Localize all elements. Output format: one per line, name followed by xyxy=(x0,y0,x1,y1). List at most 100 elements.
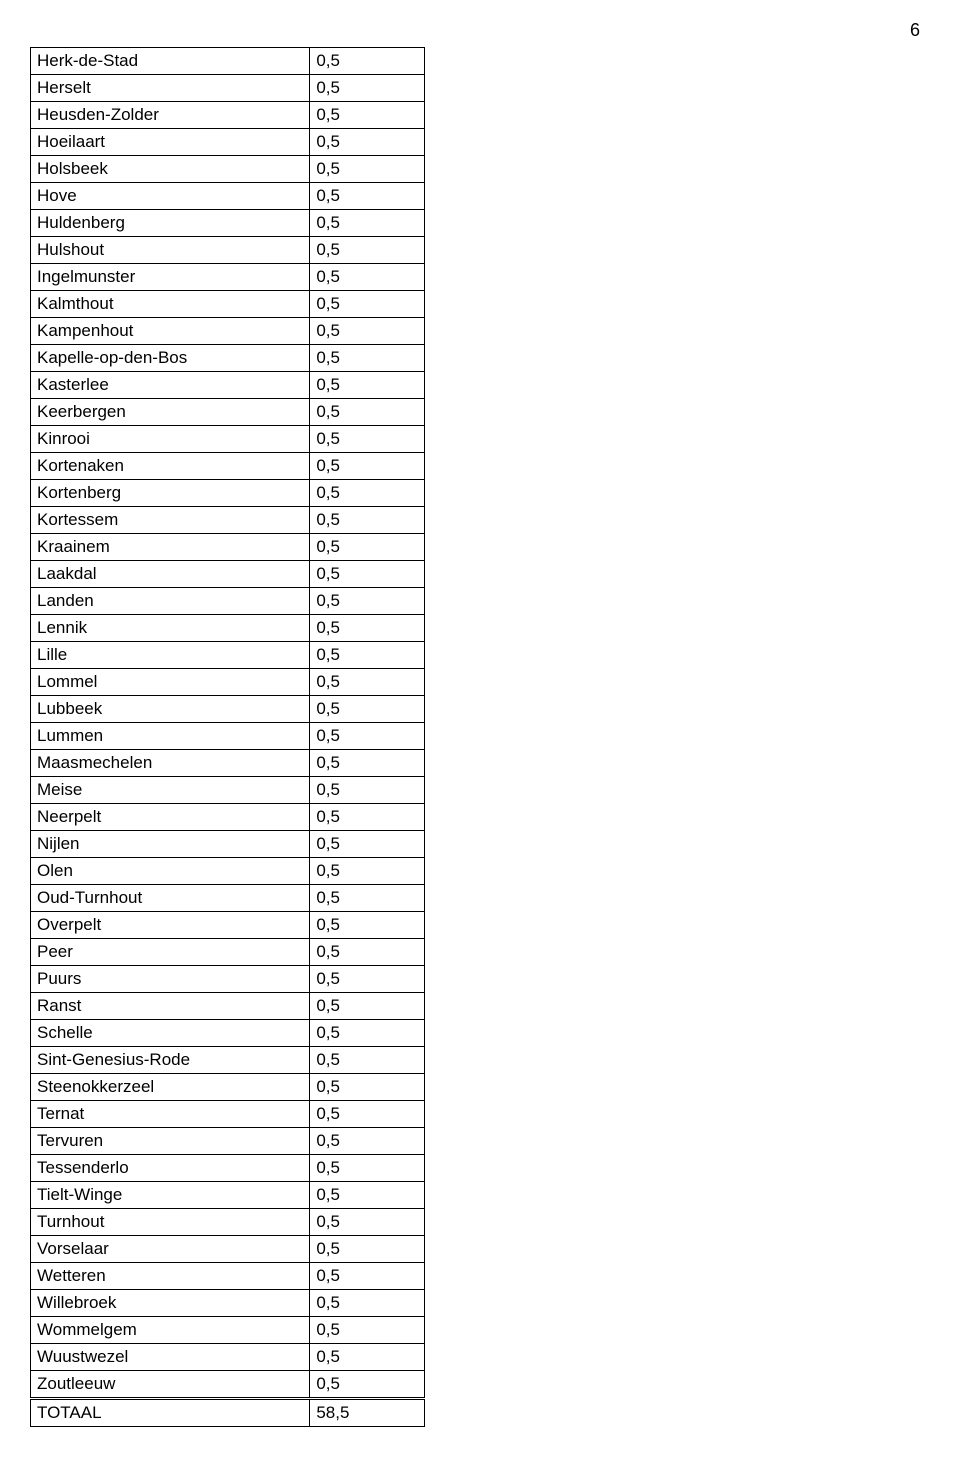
municipality-name: Holsbeek xyxy=(31,156,310,183)
municipality-value: 0,5 xyxy=(310,291,425,318)
municipality-name: Hove xyxy=(31,183,310,210)
table-row: Hulshout0,5 xyxy=(31,237,425,264)
municipality-name: Wuustwezel xyxy=(31,1344,310,1371)
municipality-name: Nijlen xyxy=(31,831,310,858)
table-row: Lommel0,5 xyxy=(31,669,425,696)
table-row: Ternat0,5 xyxy=(31,1101,425,1128)
table-row: Kortenberg0,5 xyxy=(31,480,425,507)
table-row: Sint-Genesius-Rode0,5 xyxy=(31,1047,425,1074)
municipality-value: 0,5 xyxy=(310,48,425,75)
total-value: 58,5 xyxy=(310,1399,425,1427)
municipality-value: 0,5 xyxy=(310,480,425,507)
table-total-row: TOTAAL58,5 xyxy=(31,1399,425,1427)
municipality-name: Olen xyxy=(31,858,310,885)
municipality-value: 0,5 xyxy=(310,750,425,777)
municipality-name: Kortenberg xyxy=(31,480,310,507)
table-row: Wuustwezel0,5 xyxy=(31,1344,425,1371)
table-row: Lummen0,5 xyxy=(31,723,425,750)
municipality-name: Kortenaken xyxy=(31,453,310,480)
municipality-name: Lubbeek xyxy=(31,696,310,723)
municipality-name: Lennik xyxy=(31,615,310,642)
municipality-value: 0,5 xyxy=(310,1101,425,1128)
municipality-value: 0,5 xyxy=(310,885,425,912)
municipality-name: Ingelmunster xyxy=(31,264,310,291)
table-row: Lubbeek0,5 xyxy=(31,696,425,723)
municipality-value: 0,5 xyxy=(310,966,425,993)
table-row: Wommelgem0,5 xyxy=(31,1317,425,1344)
municipality-name: Tielt-Winge xyxy=(31,1182,310,1209)
municipality-value: 0,5 xyxy=(310,1047,425,1074)
municipality-value: 0,5 xyxy=(310,1074,425,1101)
municipality-table: Herk-de-Stad0,5Herselt0,5Heusden-Zolder0… xyxy=(30,47,425,1427)
municipality-value: 0,5 xyxy=(310,507,425,534)
municipality-value: 0,5 xyxy=(310,1209,425,1236)
table-row: Huldenberg0,5 xyxy=(31,210,425,237)
municipality-name: Turnhout xyxy=(31,1209,310,1236)
municipality-name: Hulshout xyxy=(31,237,310,264)
municipality-value: 0,5 xyxy=(310,1344,425,1371)
table-row: Peer0,5 xyxy=(31,939,425,966)
table-row: Vorselaar0,5 xyxy=(31,1236,425,1263)
table-row: Ingelmunster0,5 xyxy=(31,264,425,291)
municipality-value: 0,5 xyxy=(310,1155,425,1182)
municipality-value: 0,5 xyxy=(310,831,425,858)
municipality-name: Willebroek xyxy=(31,1290,310,1317)
municipality-value: 0,5 xyxy=(310,237,425,264)
table-row: Ranst0,5 xyxy=(31,993,425,1020)
municipality-value: 0,5 xyxy=(310,345,425,372)
municipality-name: Lille xyxy=(31,642,310,669)
table-row: Tessenderlo0,5 xyxy=(31,1155,425,1182)
municipality-name: Herk-de-Stad xyxy=(31,48,310,75)
table-row: Herselt0,5 xyxy=(31,75,425,102)
municipality-value: 0,5 xyxy=(310,1020,425,1047)
municipality-value: 0,5 xyxy=(310,210,425,237)
municipality-value: 0,5 xyxy=(310,1290,425,1317)
table-row: Lennik0,5 xyxy=(31,615,425,642)
municipality-name: Kapelle-op-den-Bos xyxy=(31,345,310,372)
table-row: Landen0,5 xyxy=(31,588,425,615)
municipality-name: Heusden-Zolder xyxy=(31,102,310,129)
table-row: Kapelle-op-den-Bos0,5 xyxy=(31,345,425,372)
municipality-value: 0,5 xyxy=(310,453,425,480)
municipality-name: Kasterlee xyxy=(31,372,310,399)
table-row: Holsbeek0,5 xyxy=(31,156,425,183)
municipality-value: 0,5 xyxy=(310,399,425,426)
municipality-name: Hoeilaart xyxy=(31,129,310,156)
municipality-name: Overpelt xyxy=(31,912,310,939)
municipality-value: 0,5 xyxy=(310,1263,425,1290)
table-row: Kraainem0,5 xyxy=(31,534,425,561)
municipality-value: 0,5 xyxy=(310,1371,425,1399)
municipality-value: 0,5 xyxy=(310,1182,425,1209)
municipality-value: 0,5 xyxy=(310,183,425,210)
municipality-name: Maasmechelen xyxy=(31,750,310,777)
municipality-name: Keerbergen xyxy=(31,399,310,426)
municipality-name: Oud-Turnhout xyxy=(31,885,310,912)
page-number: 6 xyxy=(30,20,960,41)
table-row: Laakdal0,5 xyxy=(31,561,425,588)
municipality-value: 0,5 xyxy=(310,75,425,102)
table-row: Hoeilaart0,5 xyxy=(31,129,425,156)
municipality-name: Kortessem xyxy=(31,507,310,534)
municipality-name: Tessenderlo xyxy=(31,1155,310,1182)
municipality-name: Lummen xyxy=(31,723,310,750)
municipality-value: 0,5 xyxy=(310,264,425,291)
municipality-name: Wetteren xyxy=(31,1263,310,1290)
municipality-value: 0,5 xyxy=(310,642,425,669)
table-row: Zoutleeuw0,5 xyxy=(31,1371,425,1399)
table-row: Puurs0,5 xyxy=(31,966,425,993)
table-row: Herk-de-Stad0,5 xyxy=(31,48,425,75)
municipality-name: Ternat xyxy=(31,1101,310,1128)
table-row: Wetteren0,5 xyxy=(31,1263,425,1290)
municipality-name: Tervuren xyxy=(31,1128,310,1155)
municipality-name: Lommel xyxy=(31,669,310,696)
table-row: Neerpelt0,5 xyxy=(31,804,425,831)
municipality-value: 0,5 xyxy=(310,696,425,723)
municipality-value: 0,5 xyxy=(310,615,425,642)
municipality-value: 0,5 xyxy=(310,804,425,831)
municipality-name: Kampenhout xyxy=(31,318,310,345)
table-row: Tielt-Winge0,5 xyxy=(31,1182,425,1209)
municipality-name: Kraainem xyxy=(31,534,310,561)
municipality-value: 0,5 xyxy=(310,318,425,345)
table-row: Willebroek0,5 xyxy=(31,1290,425,1317)
municipality-name: Kalmthout xyxy=(31,291,310,318)
